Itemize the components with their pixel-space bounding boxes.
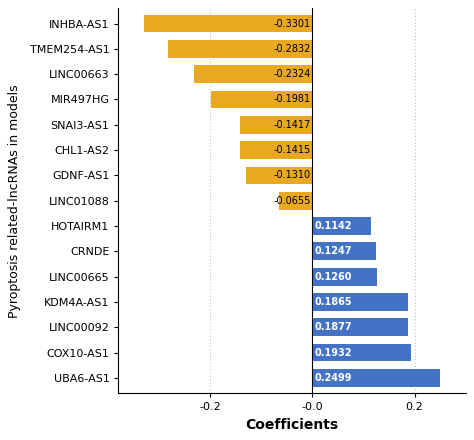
Bar — [312, 242, 376, 260]
Bar — [312, 369, 440, 387]
X-axis label: Coefficients: Coefficients — [246, 418, 338, 432]
Bar — [240, 116, 312, 134]
Bar — [240, 141, 312, 159]
Text: -0.0655: -0.0655 — [273, 196, 310, 206]
Text: 0.1142: 0.1142 — [315, 221, 352, 231]
Text: -0.3301: -0.3301 — [273, 18, 310, 29]
Bar — [211, 91, 312, 108]
Text: -0.2324: -0.2324 — [273, 69, 310, 79]
Text: 0.1247: 0.1247 — [315, 246, 352, 257]
Text: -0.1981: -0.1981 — [273, 95, 310, 104]
Y-axis label: Pyroptosis related-lncRNAs in models: Pyroptosis related-lncRNAs in models — [9, 84, 21, 318]
Text: 0.1932: 0.1932 — [315, 348, 352, 358]
Bar — [194, 65, 312, 83]
Text: 0.1865: 0.1865 — [315, 297, 352, 307]
Bar — [312, 319, 408, 336]
Bar — [312, 268, 377, 286]
Bar — [246, 166, 312, 184]
Bar — [168, 40, 312, 58]
Text: -0.1310: -0.1310 — [273, 170, 310, 180]
Text: 0.1260: 0.1260 — [315, 271, 352, 282]
Text: -0.1415: -0.1415 — [273, 145, 310, 155]
Text: -0.2832: -0.2832 — [273, 44, 310, 54]
Text: -0.1417: -0.1417 — [273, 120, 310, 130]
Text: 0.2499: 0.2499 — [315, 373, 352, 383]
Bar — [144, 15, 312, 33]
Bar — [312, 217, 371, 235]
Bar — [312, 344, 411, 361]
Bar — [279, 192, 312, 209]
Text: 0.1877: 0.1877 — [315, 322, 352, 332]
Bar — [312, 293, 408, 311]
